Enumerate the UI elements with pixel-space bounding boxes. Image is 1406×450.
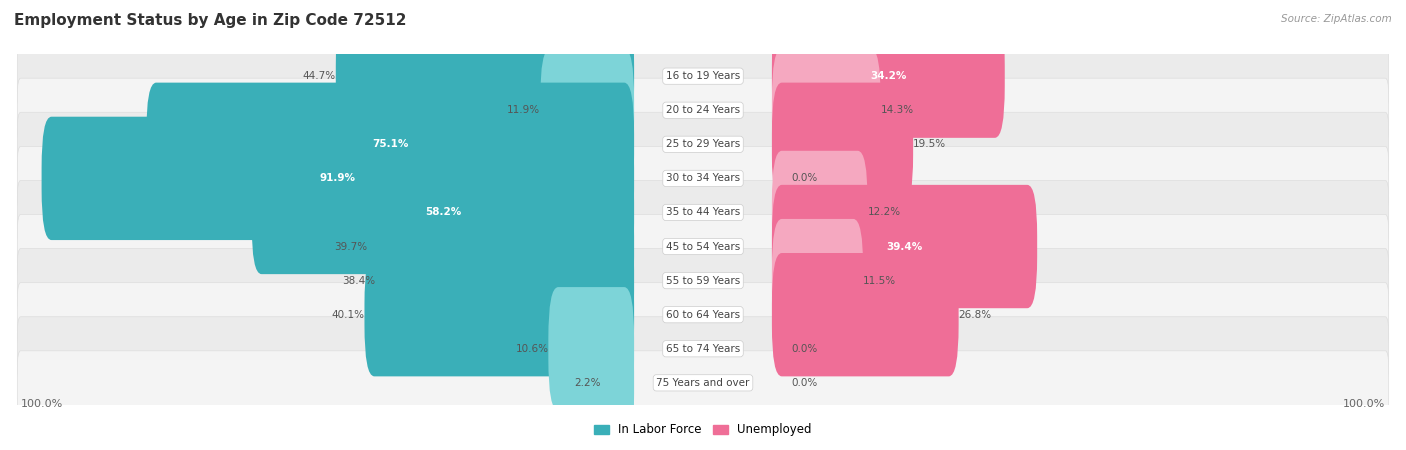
- FancyBboxPatch shape: [772, 83, 912, 206]
- FancyBboxPatch shape: [540, 49, 634, 172]
- Text: 35 to 44 Years: 35 to 44 Years: [666, 207, 740, 217]
- Text: 45 to 54 Years: 45 to 54 Years: [666, 242, 740, 252]
- FancyBboxPatch shape: [17, 215, 1389, 279]
- Text: 19.5%: 19.5%: [912, 140, 946, 149]
- Text: 11.5%: 11.5%: [863, 275, 897, 286]
- Text: 0.0%: 0.0%: [792, 344, 818, 354]
- Text: 11.9%: 11.9%: [508, 105, 540, 115]
- Text: 12.2%: 12.2%: [868, 207, 901, 217]
- Text: 10.6%: 10.6%: [516, 344, 548, 354]
- FancyBboxPatch shape: [548, 287, 634, 410]
- FancyBboxPatch shape: [17, 78, 1389, 142]
- FancyBboxPatch shape: [364, 253, 634, 376]
- Text: 20 to 24 Years: 20 to 24 Years: [666, 105, 740, 115]
- FancyBboxPatch shape: [146, 83, 634, 206]
- FancyBboxPatch shape: [772, 151, 868, 274]
- FancyBboxPatch shape: [375, 219, 634, 342]
- FancyBboxPatch shape: [772, 253, 959, 376]
- Text: 100.0%: 100.0%: [1343, 399, 1385, 409]
- Text: 75 Years and over: 75 Years and over: [657, 378, 749, 388]
- Text: 34.2%: 34.2%: [870, 71, 907, 81]
- Text: 14.3%: 14.3%: [880, 105, 914, 115]
- Text: 65 to 74 Years: 65 to 74 Years: [666, 344, 740, 354]
- FancyBboxPatch shape: [17, 180, 1389, 244]
- Text: 38.4%: 38.4%: [342, 275, 375, 286]
- Legend: In Labor Force, Unemployed: In Labor Force, Unemployed: [589, 419, 817, 441]
- Text: 30 to 34 Years: 30 to 34 Years: [666, 173, 740, 184]
- FancyBboxPatch shape: [252, 151, 634, 274]
- Text: 39.7%: 39.7%: [333, 242, 367, 252]
- FancyBboxPatch shape: [17, 146, 1389, 211]
- FancyBboxPatch shape: [17, 248, 1389, 313]
- FancyBboxPatch shape: [772, 185, 1038, 308]
- Text: 91.9%: 91.9%: [319, 173, 356, 184]
- FancyBboxPatch shape: [17, 351, 1389, 415]
- Text: 39.4%: 39.4%: [886, 242, 922, 252]
- Text: 75.1%: 75.1%: [373, 140, 408, 149]
- FancyBboxPatch shape: [772, 49, 880, 172]
- FancyBboxPatch shape: [42, 117, 634, 240]
- Text: 60 to 64 Years: 60 to 64 Years: [666, 310, 740, 320]
- FancyBboxPatch shape: [600, 321, 634, 445]
- FancyBboxPatch shape: [17, 112, 1389, 176]
- Text: 26.8%: 26.8%: [959, 310, 991, 320]
- Text: 0.0%: 0.0%: [792, 378, 818, 388]
- Text: 58.2%: 58.2%: [425, 207, 461, 217]
- Text: 0.0%: 0.0%: [792, 173, 818, 184]
- Text: 2.2%: 2.2%: [574, 378, 600, 388]
- FancyBboxPatch shape: [17, 317, 1389, 381]
- FancyBboxPatch shape: [336, 14, 634, 138]
- Text: 25 to 29 Years: 25 to 29 Years: [666, 140, 740, 149]
- Text: 40.1%: 40.1%: [332, 310, 364, 320]
- FancyBboxPatch shape: [367, 185, 634, 308]
- Text: 44.7%: 44.7%: [302, 71, 336, 81]
- Text: 55 to 59 Years: 55 to 59 Years: [666, 275, 740, 286]
- Text: 100.0%: 100.0%: [21, 399, 63, 409]
- FancyBboxPatch shape: [772, 14, 1005, 138]
- FancyBboxPatch shape: [772, 219, 863, 342]
- Text: Employment Status by Age in Zip Code 72512: Employment Status by Age in Zip Code 725…: [14, 14, 406, 28]
- Text: Source: ZipAtlas.com: Source: ZipAtlas.com: [1281, 14, 1392, 23]
- FancyBboxPatch shape: [17, 44, 1389, 108]
- FancyBboxPatch shape: [17, 283, 1389, 347]
- Text: 16 to 19 Years: 16 to 19 Years: [666, 71, 740, 81]
